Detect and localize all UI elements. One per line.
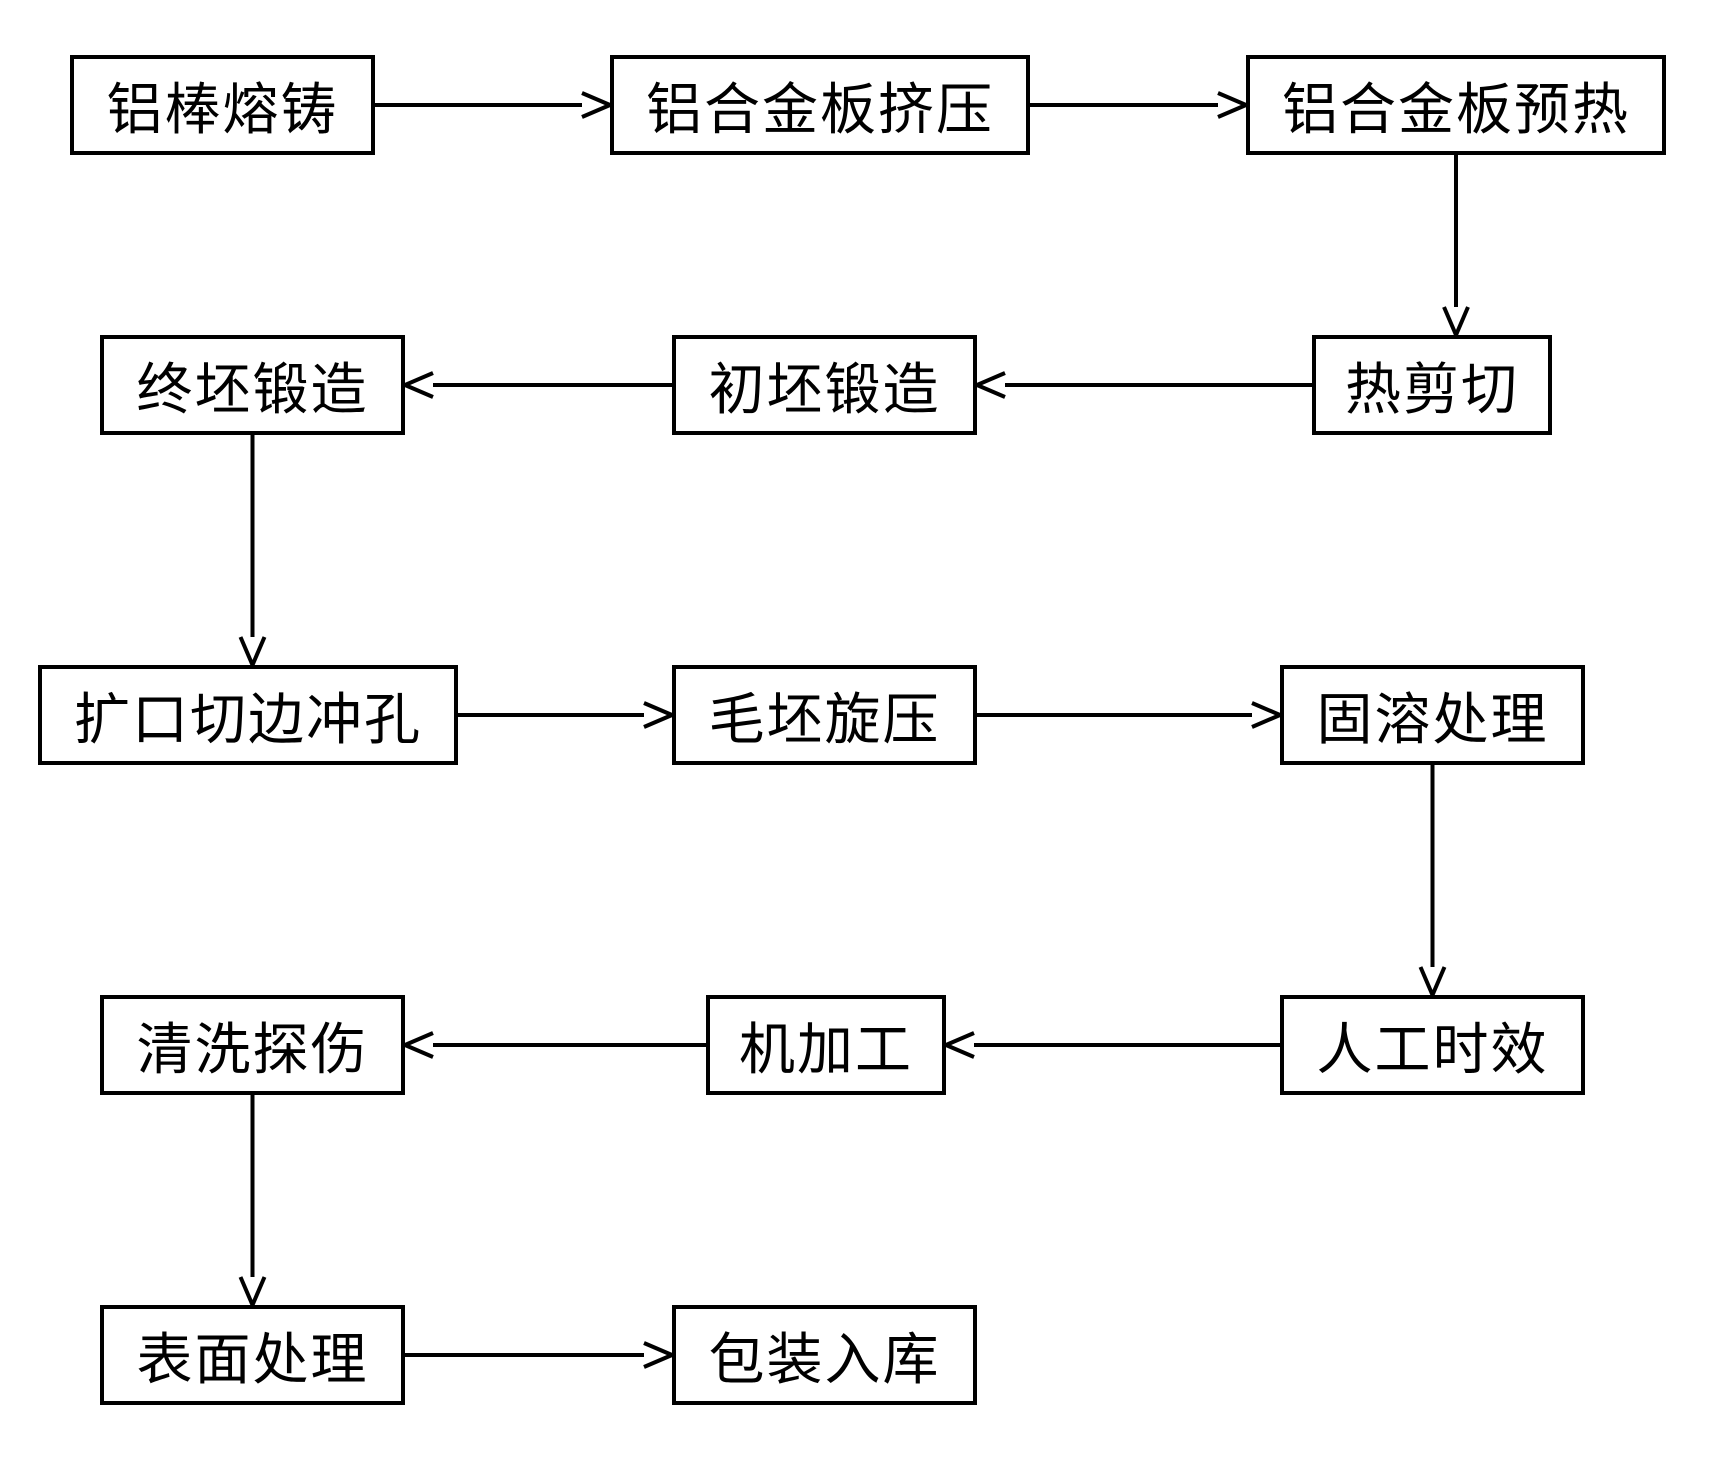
node-n13: 表面处理: [100, 1305, 405, 1405]
node-n3: 铝合金板预热: [1246, 55, 1666, 155]
node-n2: 铝合金板挤压: [610, 55, 1030, 155]
node-n8: 毛坯旋压: [672, 665, 977, 765]
node-label: 毛坯旋压: [709, 675, 941, 756]
node-n9: 固溶处理: [1280, 665, 1585, 765]
node-label: 人工时效: [1317, 1005, 1549, 1086]
node-label: 包装入库: [709, 1315, 941, 1396]
node-label: 机加工: [739, 1005, 913, 1086]
node-label: 清洗探伤: [137, 1005, 369, 1086]
node-n10: 人工时效: [1280, 995, 1585, 1095]
node-n1: 铝棒熔铸: [70, 55, 375, 155]
flowchart-canvas: 铝棒熔铸 铝合金板挤压 铝合金板预热 热剪切 初坯锻造 终坯锻造 扩口切边冲孔 …: [0, 0, 1714, 1460]
node-label: 铝棒熔铸: [107, 65, 339, 146]
node-label: 铝合金板预热: [1282, 65, 1630, 146]
node-label: 初坯锻造: [709, 345, 941, 426]
node-n5: 初坯锻造: [672, 335, 977, 435]
node-label: 铝合金板挤压: [646, 65, 994, 146]
node-n11: 机加工: [706, 995, 946, 1095]
node-n14: 包装入库: [672, 1305, 977, 1405]
node-label: 终坯锻造: [137, 345, 369, 426]
node-label: 固溶处理: [1317, 675, 1549, 756]
node-n4: 热剪切: [1312, 335, 1552, 435]
node-n7: 扩口切边冲孔: [38, 665, 458, 765]
node-label: 热剪切: [1345, 345, 1519, 426]
node-label: 表面处理: [137, 1315, 369, 1396]
node-label: 扩口切边冲孔: [74, 675, 422, 756]
node-n6: 终坯锻造: [100, 335, 405, 435]
node-n12: 清洗探伤: [100, 995, 405, 1095]
